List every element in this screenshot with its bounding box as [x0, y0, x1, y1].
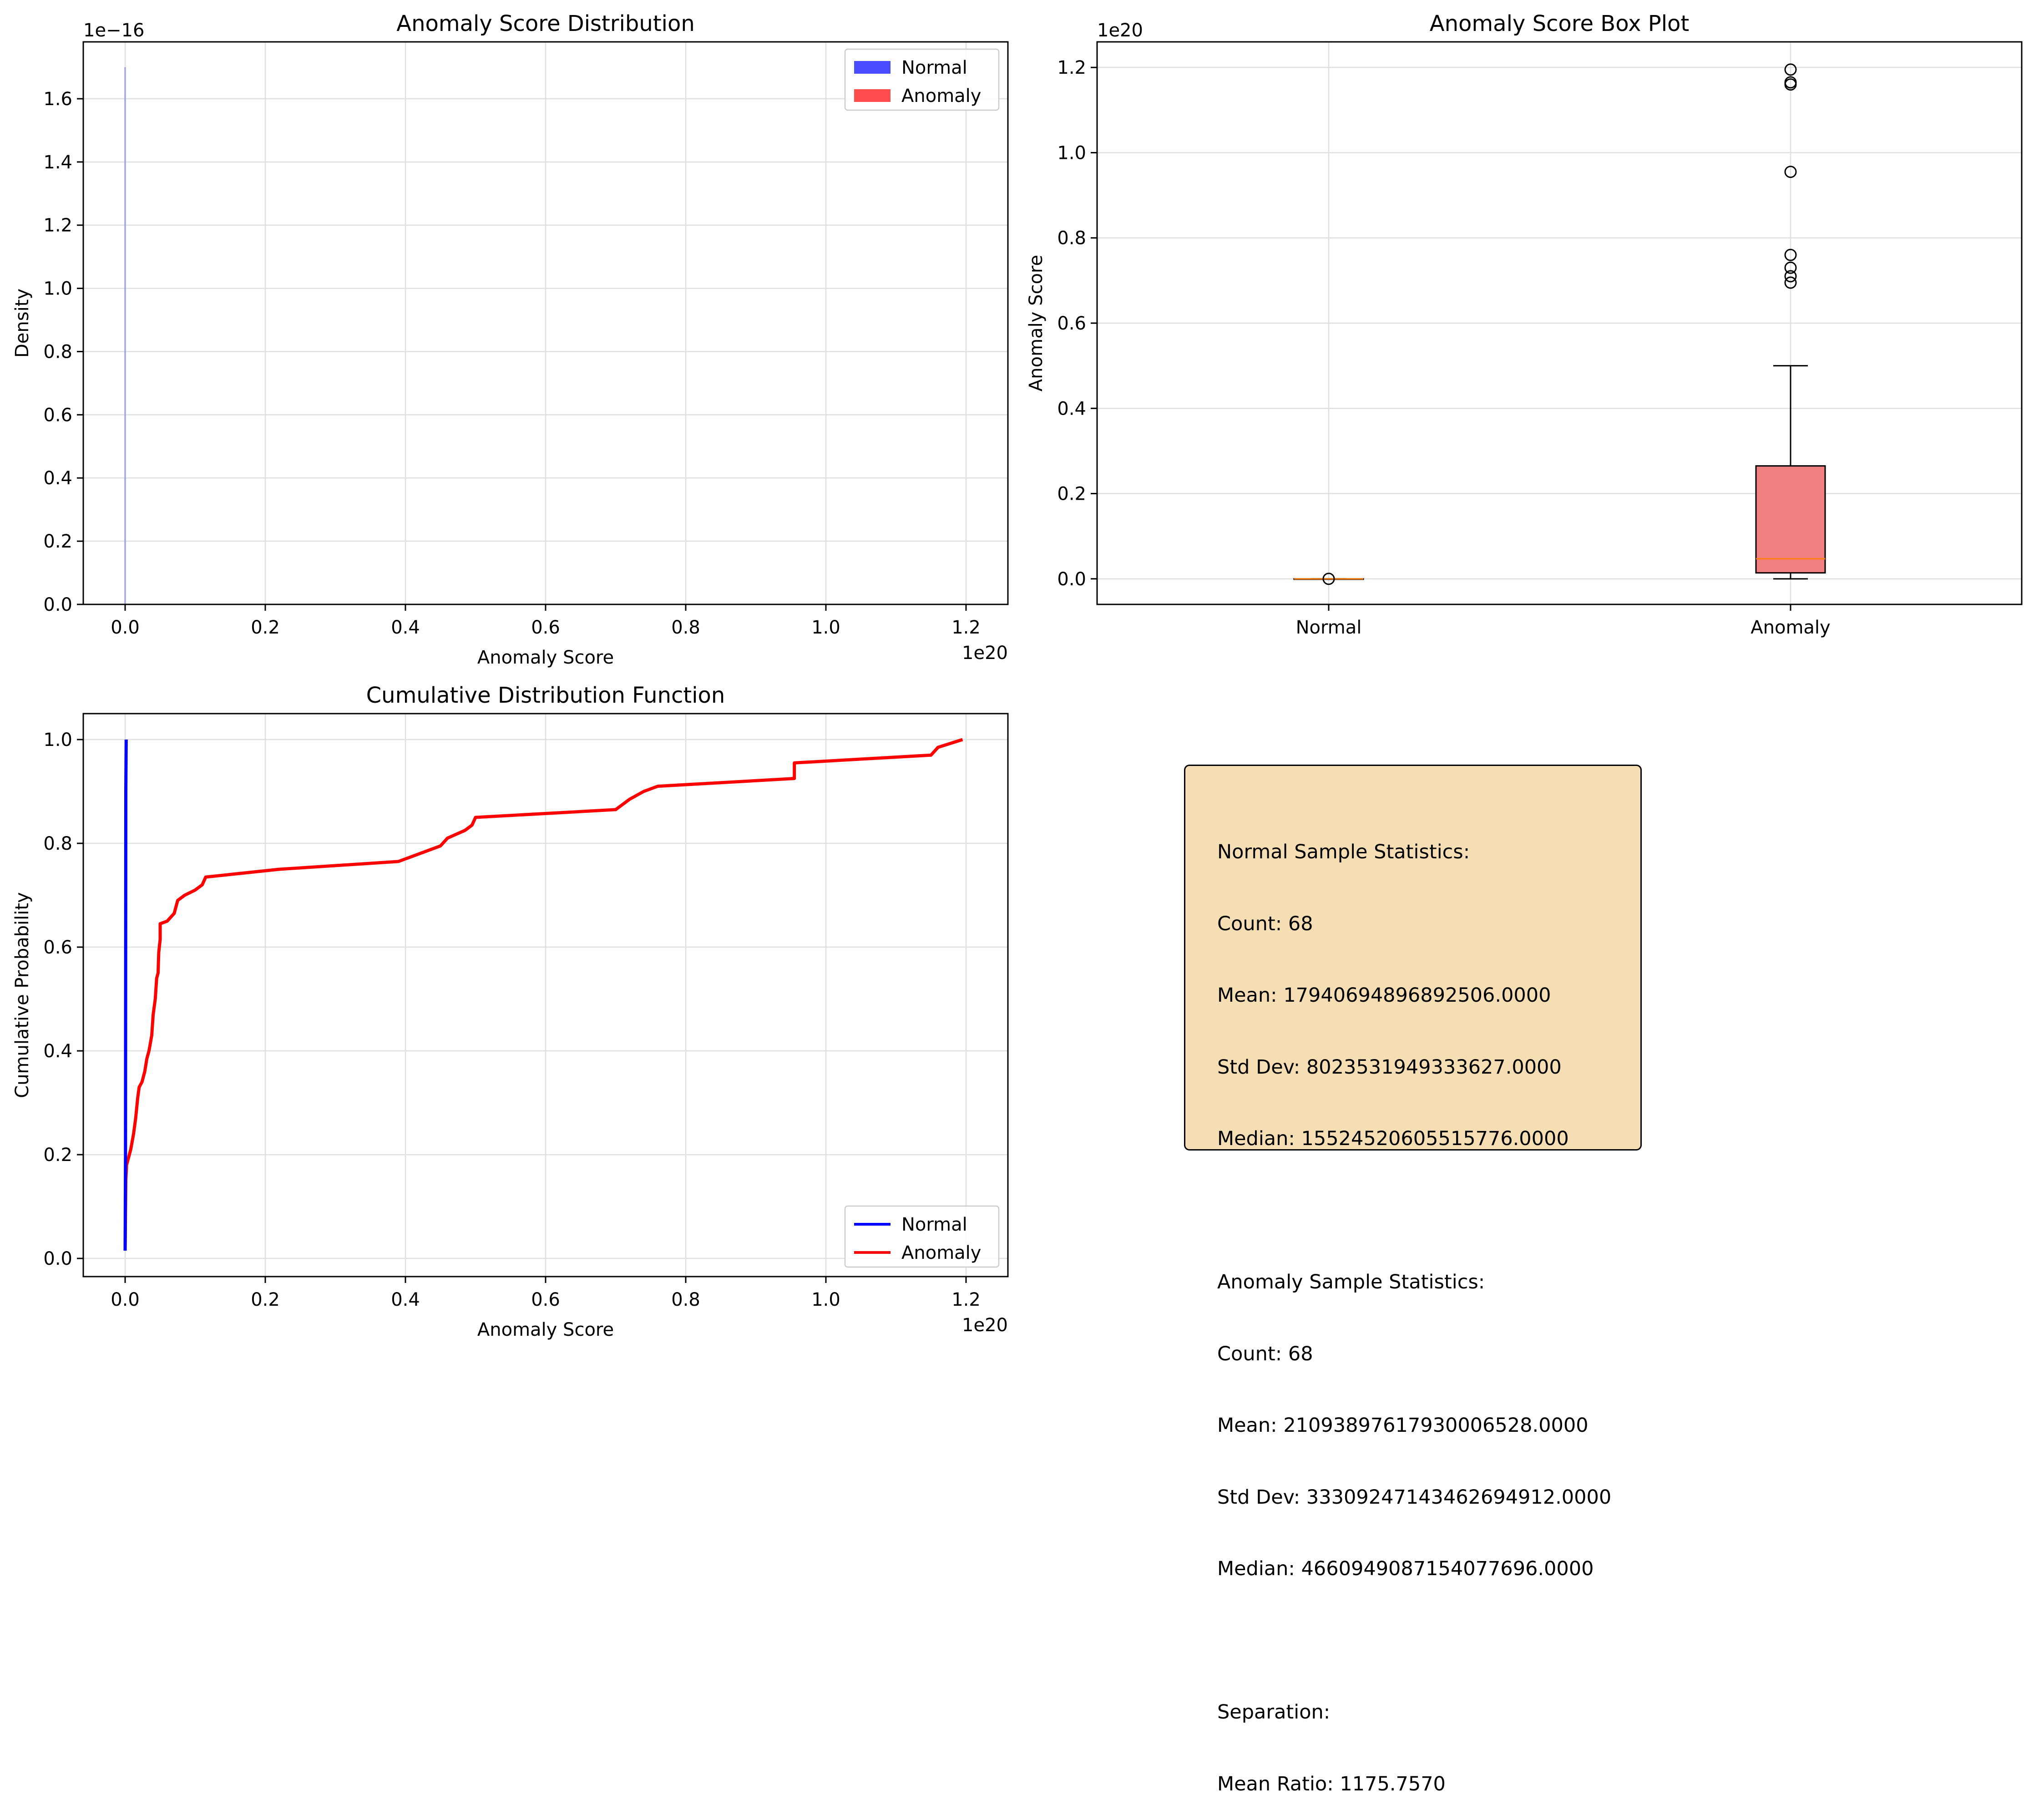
hist-y-tick-label: 0.0 — [43, 594, 72, 615]
hist-x-tick-label: 0.8 — [671, 617, 700, 638]
hist-legend-label: Normal — [901, 57, 967, 78]
hist-x-tick-label: 0.4 — [391, 617, 420, 638]
hist-y-tick-label: 1.2 — [43, 215, 72, 236]
box-x-tick-label: Normal — [1296, 617, 1362, 638]
hist-y-tick-label: 0.6 — [43, 405, 72, 426]
box-anomaly-outlier-point — [1784, 63, 1797, 76]
hist-y-tick-label: 0.8 — [43, 341, 72, 362]
cdf-y-tick-label: 0.6 — [43, 937, 72, 958]
box-x-tick-label: Anomaly — [1751, 617, 1830, 638]
stats-line: Mean: 21093897617930006528.0000 — [1217, 1414, 1589, 1437]
box-y-tick-label: 1.0 — [1057, 142, 1086, 163]
box-y-tick-label: 0.6 — [1057, 313, 1086, 334]
box-anomaly-outlier-point — [1784, 276, 1797, 289]
stats-line: Median: 15524520605515776.0000 — [1217, 1127, 1569, 1150]
hist-legend-swatch — [854, 61, 891, 74]
cdf-legend-label: Normal — [901, 1214, 967, 1235]
box-y-tick-label: 0.2 — [1057, 484, 1086, 505]
hist-bar-normal — [124, 67, 126, 605]
box-y-offset-text: 1e20 — [1097, 20, 1143, 41]
hist-x-tick-label: 1.0 — [811, 617, 840, 638]
stats-line: Std Dev: 8023531949333627.0000 — [1217, 1055, 1562, 1079]
hist-y-tick-label: 1.6 — [43, 89, 72, 110]
hist-y-tick-label: 0.4 — [43, 468, 72, 489]
cdf-x-offset-text: 1e20 — [962, 1315, 1008, 1336]
box-anomaly-outlier-point — [1784, 76, 1797, 89]
hist-y-offset-text: 1e−16 — [83, 20, 144, 41]
box-anomaly-outlier-point — [1784, 248, 1797, 261]
stats-line: Median: 4660949087154077696.0000 — [1217, 1557, 1594, 1580]
cdf-y-tick-label: 0.0 — [43, 1248, 72, 1269]
stats-line: Mean Ratio: 1175.7570 — [1217, 1772, 1446, 1795]
hist-x-tick-label: 0.0 — [111, 617, 140, 638]
box-anomaly-outlier-point — [1784, 270, 1797, 283]
hist-x-offset-text: 1e20 — [962, 643, 1008, 664]
hist-x-tick-label: 1.2 — [951, 617, 981, 638]
stats-line: Anomaly Sample Statistics: — [1217, 1271, 1485, 1293]
box-y-tick-label: 0.8 — [1057, 228, 1086, 249]
stats-line — [1217, 1199, 1640, 1223]
box-plot-frame — [1096, 41, 2023, 605]
box-y-label: Anomaly Score — [1026, 255, 1047, 391]
cdf-plot-frame — [82, 713, 1009, 1278]
hist-title: Anomaly Score Distribution — [396, 11, 695, 36]
hist-x-tick-label: 0.2 — [251, 617, 280, 638]
box-title: Anomaly Score Box Plot — [1430, 11, 1689, 36]
hist-x-tick-label: 0.6 — [531, 617, 560, 638]
box-anomaly-box — [1755, 465, 1826, 574]
cdf-x-tick-label: 1.2 — [951, 1289, 981, 1310]
cdf-y-tick-label: 0.4 — [43, 1041, 72, 1062]
box-normal-outlier-point — [1322, 573, 1335, 585]
cdf-x-tick-label: 0.0 — [111, 1289, 140, 1310]
cdf-x-tick-label: 1.0 — [811, 1289, 840, 1310]
box-y-tick-label: 0.0 — [1057, 569, 1086, 590]
stats-line: Count: 68 — [1217, 912, 1313, 935]
cdf-x-tick-label: 0.6 — [531, 1289, 560, 1310]
hist-legend-swatch — [854, 89, 891, 102]
stats-line: Separation: — [1217, 1701, 1331, 1724]
cdf-x-label: Anomaly Score — [477, 1319, 614, 1340]
cdf-line-normal — [123, 739, 128, 1251]
hist-y-tick-label: 1.4 — [43, 152, 72, 173]
figure: 0.0 0.2 0.4 0.6 0.8 1.0 1.2 0.0 0.2 0.4 0.6 0.8 1.0 1… — [12, 11, 2023, 1340]
cdf-y-tick-label: 0.8 — [43, 833, 72, 854]
hist-plot-frame — [82, 41, 1009, 605]
hist-legend-label: Anomaly — [901, 86, 981, 106]
stats-line: Std Dev: 33309247143462694912.0000 — [1217, 1485, 1612, 1509]
cdf-y-label: Cumulative Probability — [12, 892, 33, 1098]
cdf-y-tick-label: 0.2 — [43, 1145, 72, 1166]
stats-line — [1217, 1629, 1640, 1653]
cdf-line-anomaly — [123, 738, 963, 1251]
stats-line: Count: 68 — [1217, 1342, 1313, 1365]
hist-y-tick-label: 1.0 — [43, 279, 72, 299]
cdf-title: Cumulative Distribution Function — [366, 683, 725, 708]
cdf-x-tick-label: 0.4 — [391, 1289, 420, 1310]
stats-line: Mean: 17940694896892506.0000 — [1217, 984, 1551, 1007]
cdf-x-tick-label: 0.8 — [671, 1289, 700, 1310]
cdf-y-tick-label: 1.0 — [43, 730, 72, 750]
hist-y-label: Density — [12, 289, 33, 358]
box-y-tick-label: 0.4 — [1057, 398, 1086, 419]
box-y-tick-label: 1.2 — [1057, 57, 1086, 78]
cdf-x-tick-label: 0.2 — [251, 1289, 280, 1310]
box-anomaly-outlier-point — [1784, 166, 1797, 178]
stats-text-box: Normal Sample Statistics: Count: 68 Mean… — [1184, 765, 1642, 1795]
box-anomaly-outlier-point — [1784, 261, 1797, 274]
hist-y-tick-label: 0.2 — [43, 531, 72, 552]
cdf-legend-label: Anomaly — [901, 1242, 981, 1263]
hist-x-label: Anomaly Score — [477, 647, 614, 668]
stats-line: Normal Sample Statistics: — [1217, 841, 1470, 863]
